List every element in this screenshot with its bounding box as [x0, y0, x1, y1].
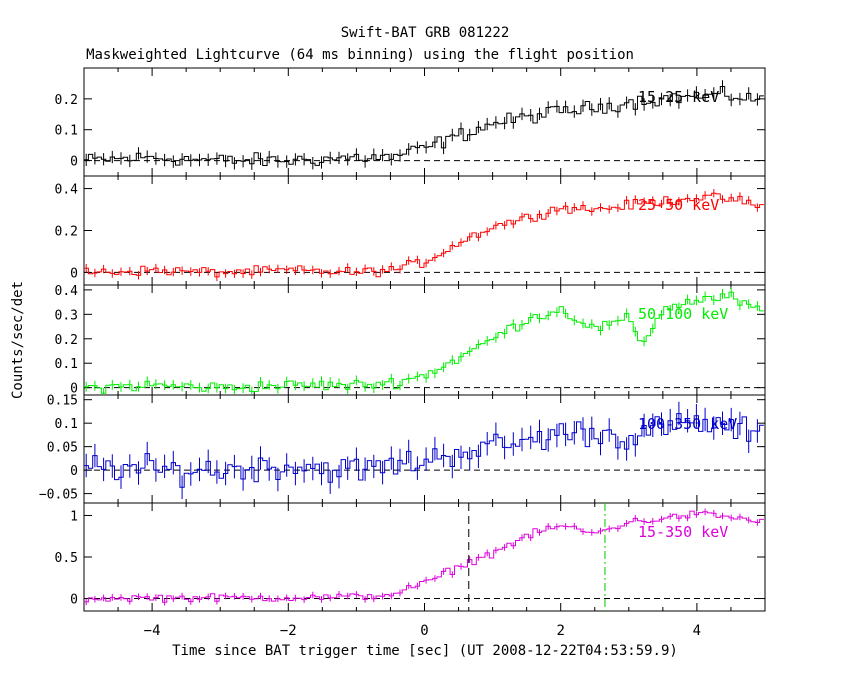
band-label: 15-25 keV [638, 88, 719, 106]
series-line [84, 86, 764, 166]
chart-subtitle: Maskweighted Lightcurve (64 ms binning) … [86, 47, 634, 63]
y-tick-label: 0 [70, 464, 78, 479]
y-tick-label: 0.1 [55, 417, 78, 432]
series-line [84, 291, 764, 394]
y-tick-label: 0.1 [55, 357, 78, 372]
y-tick-label: 0.5 [55, 551, 78, 566]
panel-frame [83, 394, 766, 504]
x-tick-label: −2 [280, 623, 297, 639]
series-line [84, 192, 764, 278]
y-tick-label: 0.4 [55, 183, 79, 198]
y-tick-label: 0.4 [55, 284, 79, 299]
series-line [84, 413, 764, 488]
panel-frame [83, 67, 766, 177]
band-label: 50-100 keV [638, 305, 728, 323]
y-tick-label: −0.05 [39, 488, 78, 503]
y-tick-label: 0.2 [55, 93, 78, 108]
y-tick-label: 1 [70, 509, 78, 524]
chart-title: Swift-BAT GRB 081222 [341, 25, 510, 41]
y-tick-label: 0.2 [55, 333, 78, 348]
y-tick-label: 0.05 [47, 441, 78, 456]
x-tick-label: 2 [556, 623, 564, 639]
y-tick-label: 0 [70, 593, 78, 608]
y-tick-label: 0.15 [47, 394, 78, 409]
panel-group: 0 0.1 0.2 15-25 keV 0 0.2 0.4 25-50 keV 0 0.1 0.2 0… [39, 67, 766, 639]
panel-frame [83, 284, 766, 396]
x-tick-label: 4 [693, 623, 701, 639]
y-axis-label: Counts/sec/det [10, 281, 26, 399]
panel-frame [83, 175, 766, 286]
y-tick-label: 0.1 [55, 124, 78, 139]
y-tick-label: 0 [70, 155, 78, 170]
y-tick-label: 0 [70, 382, 78, 397]
band-label: 15-350 keV [638, 523, 728, 541]
x-axis-label: Time since BAT trigger time [sec] (UT 20… [172, 643, 678, 659]
x-tick-label: −4 [144, 623, 161, 639]
series-line [84, 510, 764, 603]
error-bars [85, 287, 758, 394]
band-label: 25-50 keV [638, 196, 719, 214]
y-tick-label: 0.3 [55, 308, 78, 323]
band-label: 100-350 keV [638, 415, 737, 433]
y-tick-label: 0.2 [55, 225, 78, 240]
y-tick-label: 0 [70, 266, 78, 281]
x-tick-label: 0 [420, 623, 428, 639]
